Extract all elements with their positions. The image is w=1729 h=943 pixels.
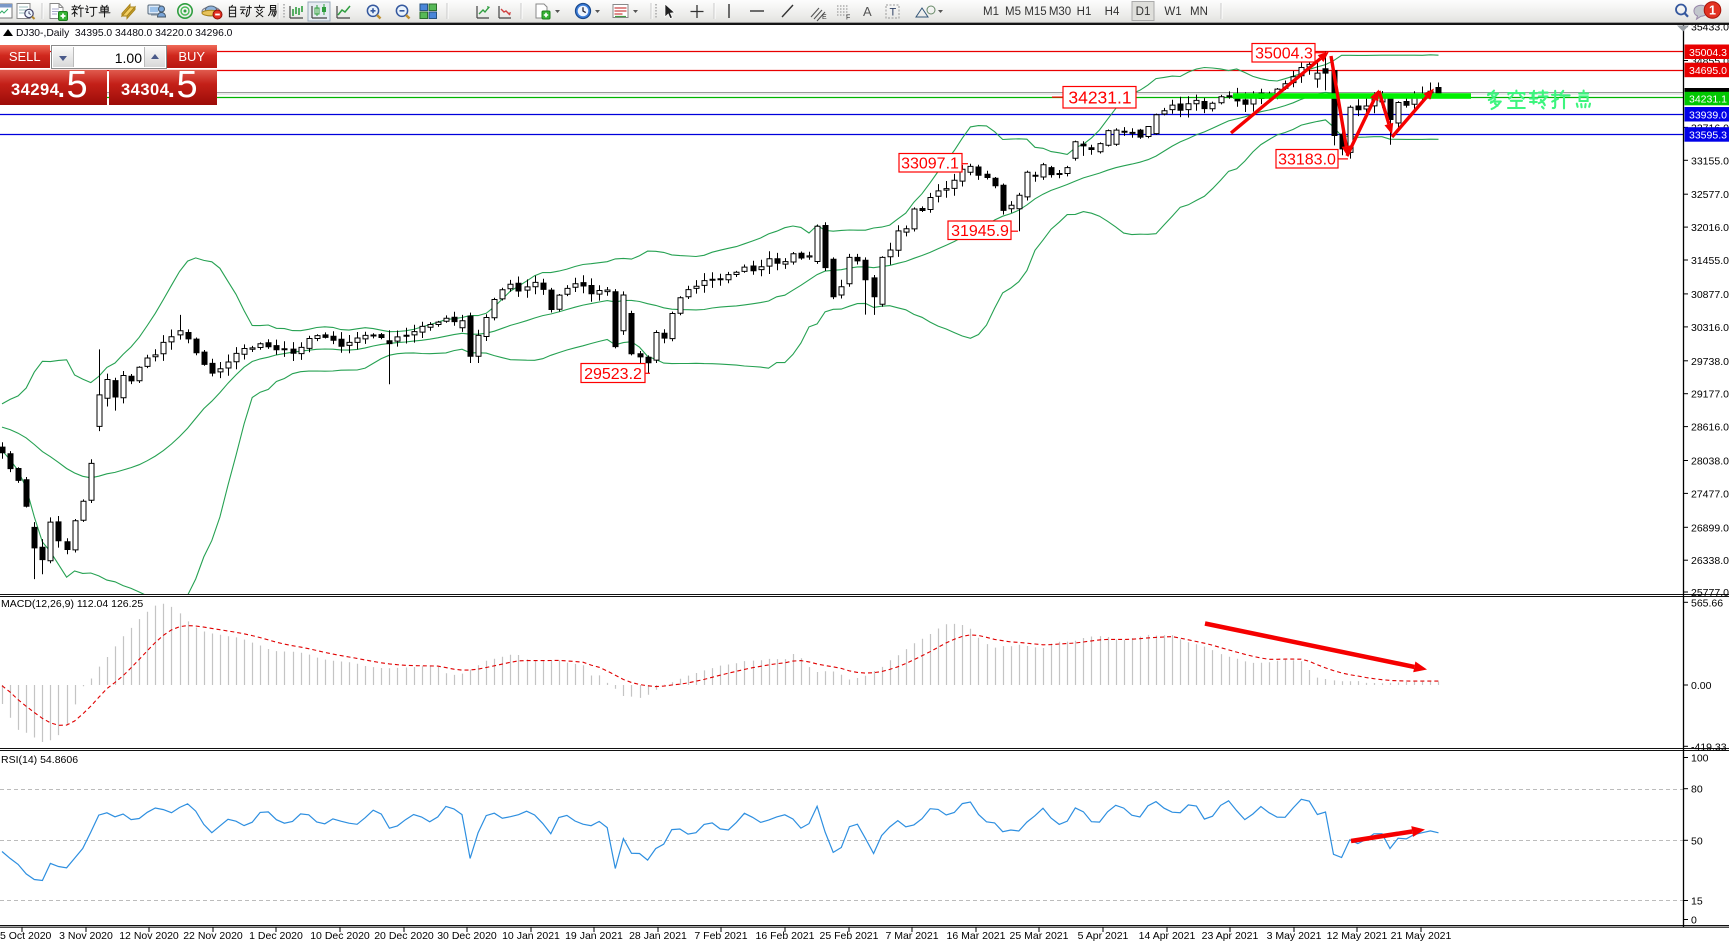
svg-text:A: A (863, 4, 872, 19)
svg-text:25777.0: 25777.0 (1691, 587, 1729, 599)
svg-text:M15: M15 (1024, 6, 1046, 18)
svg-text:31455.0: 31455.0 (1691, 255, 1729, 267)
svg-text:MN: MN (1190, 6, 1208, 18)
svg-text:30 Dec 2020: 30 Dec 2020 (437, 930, 497, 942)
svg-text:3 May 2021: 3 May 2021 (1267, 930, 1322, 942)
svg-text:M1: M1 (983, 6, 999, 18)
svg-text:H1: H1 (1077, 6, 1092, 18)
svg-text:35433.0: 35433.0 (1691, 22, 1729, 34)
svg-text:RSI(14) 54.8606: RSI(14) 54.8606 (1, 754, 78, 766)
svg-text:35004.3: 35004.3 (1689, 47, 1727, 59)
svg-text:25 Feb 2021: 25 Feb 2021 (820, 930, 879, 942)
svg-text:12 May 2021: 12 May 2021 (1327, 930, 1388, 942)
svg-text:26899.0: 26899.0 (1691, 522, 1729, 534)
svg-text:M5: M5 (1005, 6, 1021, 18)
svg-text:28038.0: 28038.0 (1691, 456, 1729, 468)
svg-text:100: 100 (1691, 753, 1709, 765)
svg-text:33155.0: 33155.0 (1691, 155, 1729, 167)
svg-text:M30: M30 (1049, 6, 1071, 18)
svg-text:F: F (846, 15, 850, 22)
svg-text:21 May 2021: 21 May 2021 (1391, 930, 1452, 942)
svg-text:34695.0: 34695.0 (1689, 65, 1727, 77)
svg-text:28616.0: 28616.0 (1691, 422, 1729, 434)
svg-text:80: 80 (1691, 784, 1703, 796)
svg-text:10 Jan 2021: 10 Jan 2021 (502, 930, 560, 942)
svg-text:50: 50 (1691, 835, 1703, 847)
svg-text:32016.0: 32016.0 (1691, 222, 1729, 234)
svg-text:16 Mar 2021: 16 Mar 2021 (947, 930, 1006, 942)
svg-text:29523.2: 29523.2 (584, 366, 642, 383)
svg-text:22 Nov 2020: 22 Nov 2020 (183, 930, 243, 942)
svg-text:10 Dec 2020: 10 Dec 2020 (310, 930, 370, 942)
svg-text:15: 15 (1691, 896, 1703, 908)
svg-text:29738.0: 29738.0 (1691, 356, 1729, 368)
svg-text:35004.3: 35004.3 (1255, 46, 1313, 63)
svg-text:27477.0: 27477.0 (1691, 488, 1729, 500)
svg-text:MACD(12,26,9) 112.04 126.25: MACD(12,26,9) 112.04 126.25 (1, 598, 143, 610)
svg-text:T: T (890, 7, 897, 19)
svg-text:23 Apr 2021: 23 Apr 2021 (1202, 930, 1259, 942)
svg-text:30316.0: 30316.0 (1691, 322, 1729, 334)
svg-text:14 Apr 2021: 14 Apr 2021 (1139, 930, 1196, 942)
svg-text:25 Mar 2021: 25 Mar 2021 (1010, 930, 1069, 942)
svg-text:-419.33: -419.33 (1691, 741, 1727, 753)
svg-text:W1: W1 (1164, 6, 1181, 18)
svg-text:7 Mar 2021: 7 Mar 2021 (885, 930, 938, 942)
svg-text:33183.0: 33183.0 (1278, 152, 1336, 169)
svg-text:33595.3: 33595.3 (1689, 129, 1727, 141)
svg-text:1 Dec 2020: 1 Dec 2020 (249, 930, 303, 942)
svg-text:33939.0: 33939.0 (1689, 109, 1727, 121)
svg-text:30877.0: 30877.0 (1691, 289, 1729, 301)
svg-text:32577.0: 32577.0 (1691, 189, 1729, 201)
svg-text:26338.0: 26338.0 (1691, 555, 1729, 567)
svg-text:5 Oct 2020: 5 Oct 2020 (0, 930, 52, 942)
svg-text:31945.9: 31945.9 (951, 223, 1009, 240)
svg-text:19 Jan 2021: 19 Jan 2021 (565, 930, 623, 942)
svg-text:E: E (822, 14, 827, 21)
svg-text:D1: D1 (1136, 6, 1151, 18)
svg-text:34231.1: 34231.1 (1689, 94, 1727, 106)
svg-text:29177.0: 29177.0 (1691, 389, 1729, 401)
svg-text:34231.1: 34231.1 (1068, 88, 1131, 108)
svg-text:H4: H4 (1105, 6, 1120, 18)
svg-text:5 Apr 2021: 5 Apr 2021 (1078, 930, 1129, 942)
svg-text:33097.1: 33097.1 (901, 156, 959, 173)
svg-text:12 Nov 2020: 12 Nov 2020 (119, 930, 179, 942)
svg-text:0.00: 0.00 (1691, 680, 1712, 692)
svg-text:565.66: 565.66 (1691, 597, 1723, 609)
svg-text:20 Dec 2020: 20 Dec 2020 (374, 930, 434, 942)
svg-text:7 Feb 2021: 7 Feb 2021 (694, 930, 747, 942)
svg-text:0: 0 (1691, 915, 1697, 927)
svg-text:1: 1 (1709, 3, 1716, 17)
svg-text:28 Jan 2021: 28 Jan 2021 (629, 930, 687, 942)
svg-text:16 Feb 2021: 16 Feb 2021 (756, 930, 815, 942)
svg-text:3 Nov 2020: 3 Nov 2020 (59, 930, 113, 942)
